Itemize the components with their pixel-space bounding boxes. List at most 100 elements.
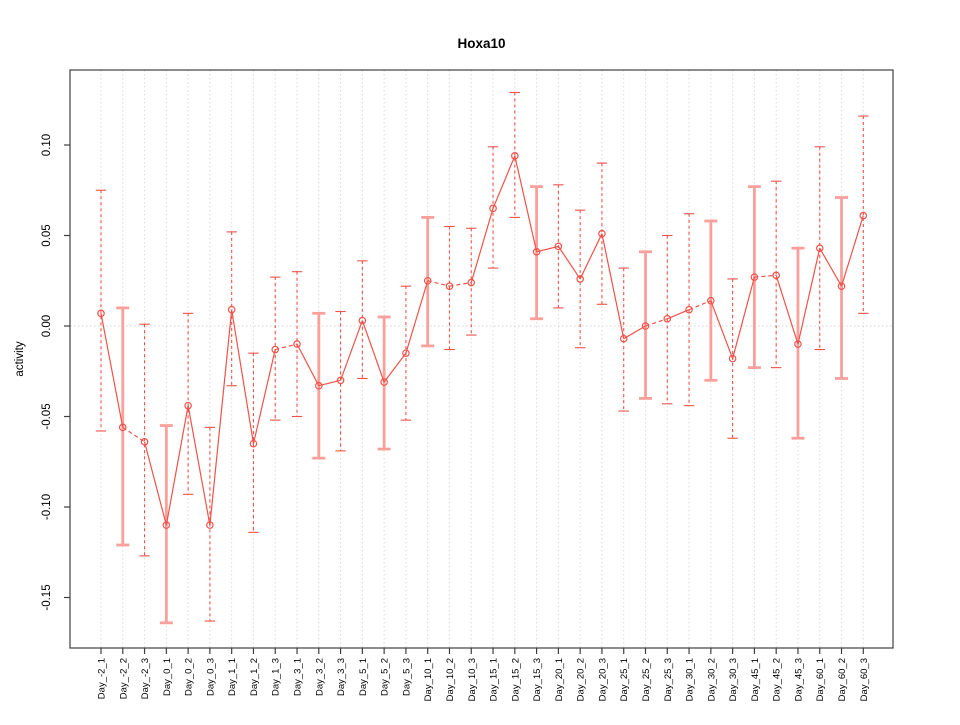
- data-point-marker: [358, 316, 367, 325]
- data-point-marker: [641, 322, 650, 330]
- series-line-segment: [296, 343, 320, 387]
- data-point-marker: [423, 276, 432, 285]
- data-point-marker: [336, 376, 345, 385]
- series-line-segment: [514, 155, 538, 252]
- x-axis-tick-label: Day_25_1: [619, 658, 630, 701]
- x-axis-tick-label: Day_30_3: [728, 658, 739, 701]
- series-line-segment: [165, 405, 189, 526]
- series-line-segment: [645, 318, 668, 327]
- x-axis-tick-label: Day_1_2: [249, 658, 260, 696]
- data-point-marker: [750, 273, 759, 281]
- series-line-segment: [667, 309, 690, 320]
- y-axis-tick-label: -0.15: [41, 584, 53, 610]
- x-axis-tick-label: Day_5_2: [380, 658, 391, 696]
- data-point-marker: [685, 305, 693, 314]
- data-point-marker: [663, 314, 672, 323]
- data-point-marker: [118, 423, 127, 432]
- series-line-segment: [710, 300, 734, 359]
- data-point-marker: [467, 278, 476, 287]
- series-line-segment: [340, 320, 363, 381]
- series-line-segment: [579, 233, 603, 280]
- series-line-segment: [601, 233, 625, 339]
- series-line-segment: [732, 276, 755, 359]
- data-point-marker: [554, 242, 563, 251]
- x-axis-tick-label: Day_-2_2: [118, 658, 129, 699]
- y-axis-tick-label: -0.10: [41, 494, 53, 520]
- x-axis-tick-label: Day_0_2: [184, 658, 195, 696]
- series-line-segment: [797, 248, 821, 345]
- y-axis-tick-label: 0.10: [41, 134, 53, 156]
- data-point-marker: [532, 247, 541, 256]
- data-point-marker: [794, 340, 802, 348]
- data-point-marker: [445, 282, 454, 290]
- x-axis-tick-label: Day_20_1: [554, 658, 565, 701]
- x-axis-tick-label: Day_10_3: [467, 658, 478, 701]
- x-axis-tick-label: Day_1_3: [271, 658, 282, 696]
- data-point-marker: [162, 521, 171, 529]
- x-axis-tick-label: Day_3_1: [293, 658, 304, 696]
- data-point-marker: [489, 204, 497, 213]
- x-axis-tick-label: Day_-2_3: [140, 658, 151, 699]
- series-line-segment: [187, 405, 211, 526]
- series-line-segment: [209, 309, 233, 526]
- x-axis-tick-label: Day_3_3: [336, 658, 347, 696]
- data-point-marker: [184, 401, 192, 410]
- data-point-marker: [249, 439, 258, 448]
- x-axis-tick-label: Day_0_3: [205, 658, 216, 696]
- series-line-segment: [361, 320, 385, 383]
- series-line-segment: [775, 275, 799, 345]
- x-axis-tick-label: Day_20_3: [597, 658, 608, 701]
- series-line-segment: [252, 349, 276, 444]
- x-axis-tick-label: Day_25_2: [641, 658, 652, 701]
- x-axis-tick-label: Day_45_2: [772, 658, 783, 701]
- series-line-segment: [819, 247, 843, 287]
- x-axis-tick-label: Day_10_1: [423, 658, 434, 701]
- data-point-marker: [402, 349, 410, 357]
- data-point-marker: [97, 309, 105, 318]
- series-line-segment: [557, 246, 581, 280]
- x-axis-tick-label: Day_15_1: [489, 658, 500, 701]
- x-axis-tick-label: Day_45_1: [750, 658, 761, 701]
- x-axis-tick-label: Day_5_1: [358, 658, 369, 696]
- series-line-segment: [492, 155, 516, 209]
- data-point-marker: [293, 340, 301, 348]
- series-line-segment: [100, 313, 124, 428]
- series-line-segment: [405, 280, 429, 354]
- data-point-marker: [206, 521, 214, 529]
- data-point-marker: [619, 334, 628, 343]
- data-point-marker: [772, 271, 780, 280]
- data-point-marker: [576, 275, 584, 283]
- x-axis-tick-label: Day_1_1: [227, 658, 238, 696]
- data-point-marker: [314, 381, 323, 390]
- x-axis-tick-label: Day_30_1: [685, 658, 696, 701]
- x-axis-tick-label: Day_-2_1: [97, 658, 108, 699]
- x-axis-tick-label: Day_25_3: [663, 658, 674, 701]
- series-line-segment: [383, 352, 407, 383]
- data-point-marker: [380, 378, 388, 386]
- series-line-segment: [840, 215, 864, 287]
- chart-title: Hoxa10: [457, 36, 505, 51]
- y-axis-title: activity: [14, 341, 26, 376]
- data-point-marker: [140, 438, 149, 446]
- x-axis-tick-label: Day_5_3: [401, 658, 412, 696]
- series-line-segment: [231, 309, 255, 444]
- data-point-marker: [511, 152, 519, 160]
- data-point-marker: [707, 296, 715, 305]
- y-axis-tick-label: -0.05: [41, 403, 53, 429]
- series-line-segment: [688, 300, 712, 311]
- series-line-segment: [623, 325, 646, 340]
- x-axis-tick-label: Day_15_3: [532, 658, 543, 701]
- data-point-marker: [598, 229, 606, 238]
- data-point-marker: [859, 211, 868, 220]
- x-axis-tick-label: Day_45_3: [793, 658, 804, 701]
- series-line-segment: [470, 208, 494, 283]
- x-axis-tick-label: Day_15_2: [510, 658, 521, 701]
- x-axis-tick-label: Day_60_3: [859, 658, 870, 701]
- data-point-marker: [837, 282, 846, 290]
- data-point-marker: [815, 244, 824, 252]
- x-axis-tick-label: Day_60_2: [837, 658, 848, 701]
- x-axis-tick-label: Day_3_2: [314, 658, 325, 696]
